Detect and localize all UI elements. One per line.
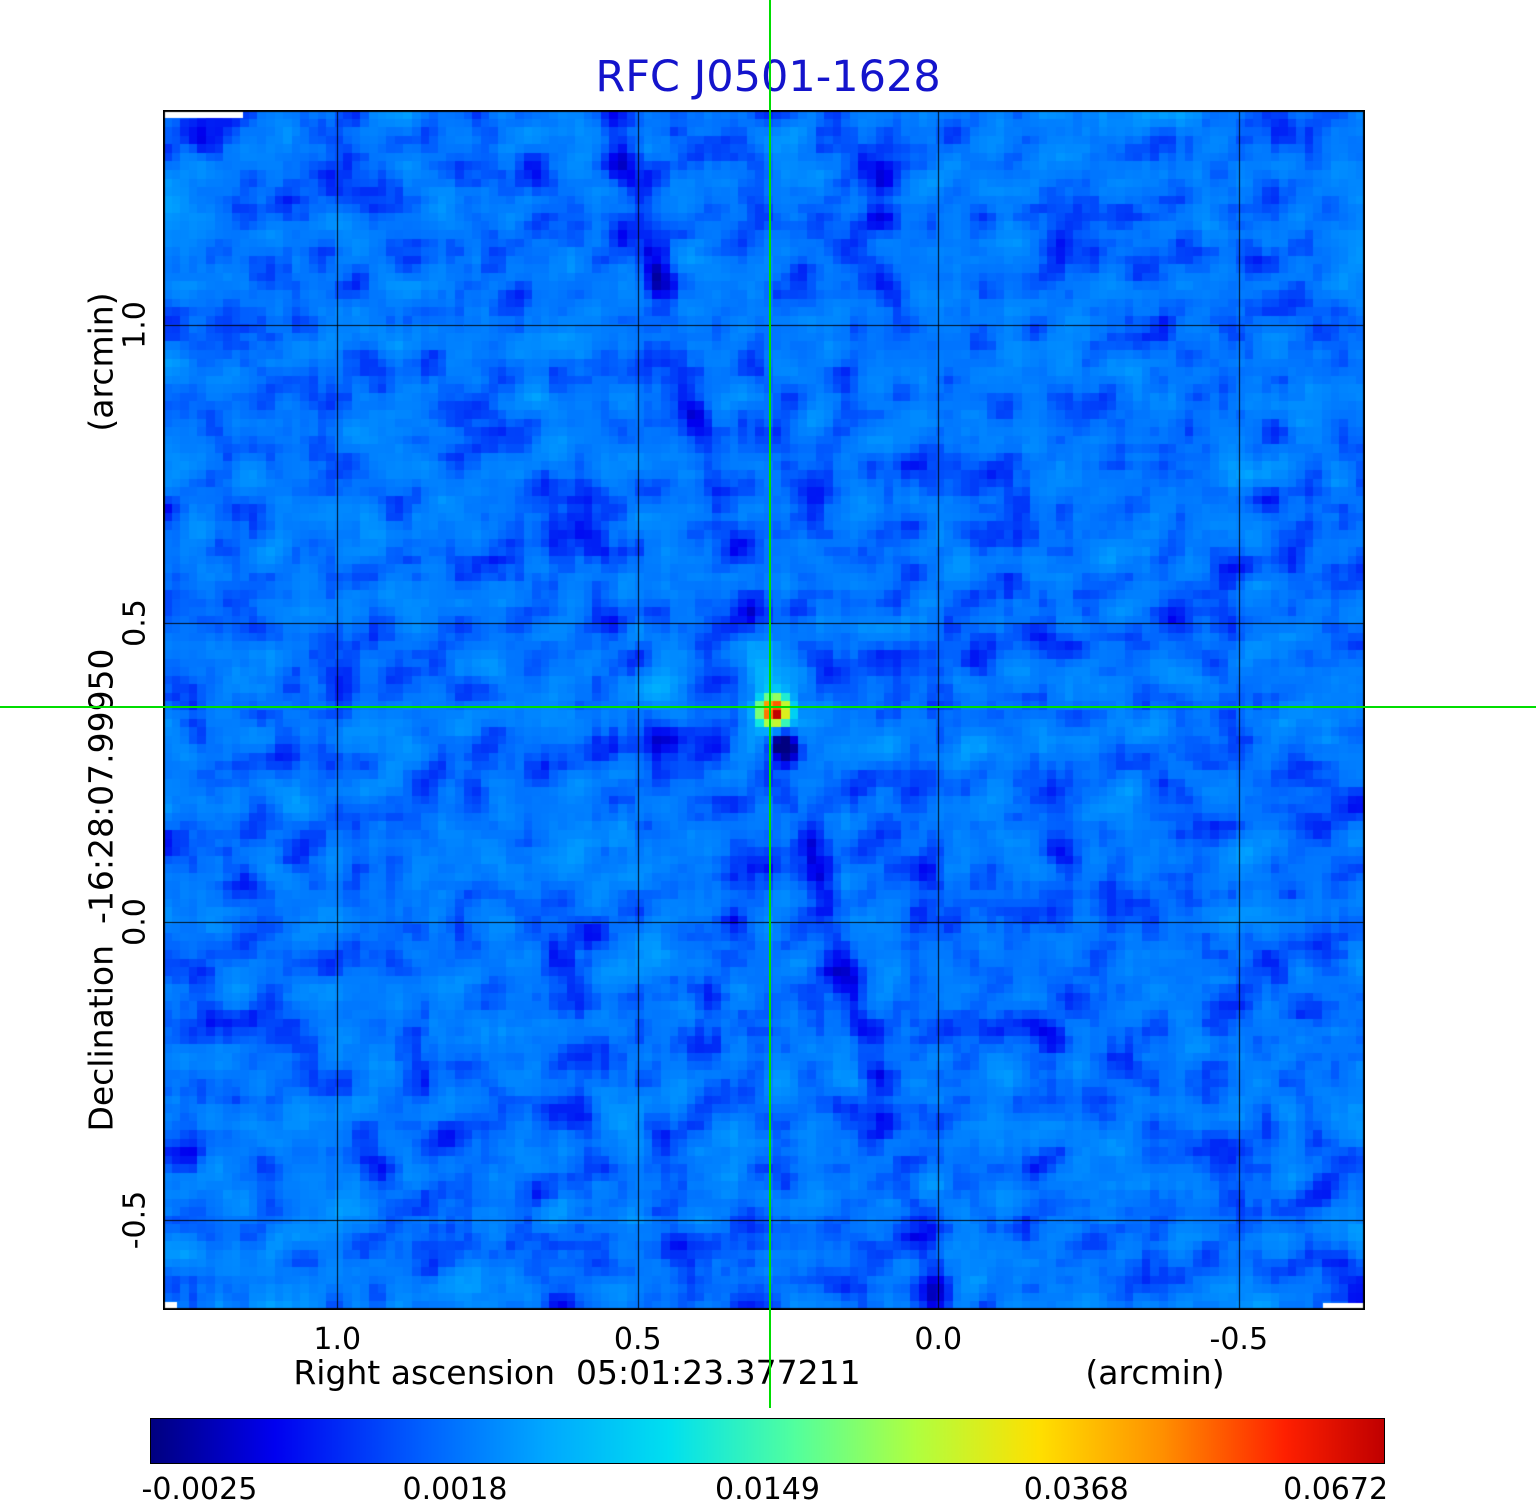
sky-map	[163, 110, 1365, 1310]
colorbar-tick-label: 0.0149	[715, 1472, 820, 1507]
x-axis-label: Right ascension 05:01:23.377211	[293, 1353, 861, 1392]
y-axis-tick-label: 0.0	[117, 898, 153, 946]
page-title: RFC J0501-1628	[595, 52, 941, 102]
x-axis-unit-label: (arcmin)	[1085, 1353, 1225, 1392]
x-axis-tick-label: 0.5	[613, 1322, 662, 1357]
x-axis-tick-label: 0.0	[914, 1322, 963, 1357]
crosshair-horizontal-line	[0, 706, 1536, 708]
colorbar-tick-label: -0.0025	[141, 1472, 258, 1507]
colorbar	[150, 1418, 1385, 1464]
y-axis-label: Declination -16:28:07.99950	[81, 648, 121, 1132]
y-axis-tick-label: 1.0	[117, 301, 153, 349]
y-axis-tick-label: -0.5	[117, 1191, 153, 1250]
colorbar-canvas	[151, 1419, 1384, 1463]
sky-map-canvas	[163, 110, 1365, 1310]
colorbar-tick-label: 0.0672	[1283, 1472, 1389, 1507]
colorbar-tick-label: 0.0368	[1023, 1472, 1129, 1507]
y-axis-tick-label: 0.5	[117, 599, 153, 648]
colorbar-tick-label: 0.0018	[402, 1472, 508, 1507]
y-axis-unit-label: (arcmin)	[81, 292, 121, 432]
x-axis-tick-label: -0.5	[1209, 1322, 1269, 1357]
crosshair-vertical-line	[769, 0, 771, 1408]
x-axis-tick-label: 1.0	[313, 1322, 362, 1357]
